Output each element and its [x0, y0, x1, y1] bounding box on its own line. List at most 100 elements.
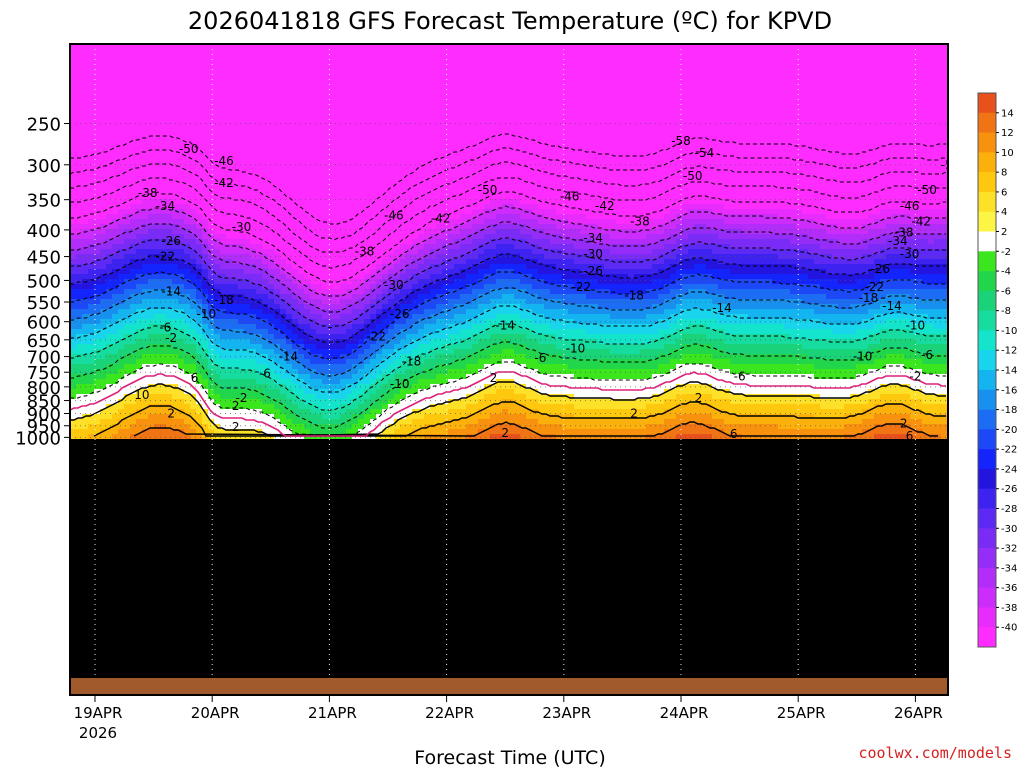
contour-label: -18	[859, 291, 879, 305]
x-tick-label: 21APR	[308, 704, 357, 722]
contour-label: 6	[906, 429, 914, 443]
contour-label: -46	[384, 208, 404, 222]
colorbar-swatch	[978, 528, 996, 549]
colorbar-label: -4	[1001, 267, 1011, 278]
contour-label: -2	[236, 391, 248, 405]
contour-label: -34	[156, 199, 176, 213]
contour-label: -10	[853, 350, 873, 364]
colorbar-label: -2	[1001, 247, 1011, 258]
x-axis-title: Forecast Time (UTC)	[414, 747, 605, 768]
contour-label: -38	[630, 214, 650, 228]
chart-title: 2026041818 GFS Forecast Temperature (ºC)…	[188, 7, 832, 35]
colorbar-label: -12	[1001, 346, 1017, 357]
colorbar-swatch	[978, 409, 996, 430]
colorbar-label: -34	[1001, 563, 1017, 574]
colorbar-swatch	[978, 370, 996, 391]
contour-label: -26	[583, 264, 603, 278]
contour-label: 10	[134, 388, 149, 402]
contour-label: -6	[534, 351, 546, 365]
colorbar-label: -32	[1001, 544, 1017, 555]
contour-label: -26	[390, 307, 410, 321]
contour-label: -22	[156, 250, 176, 264]
contour-label: -14	[882, 299, 902, 313]
contour-label: -38	[138, 186, 158, 200]
colorbar-swatch	[978, 290, 996, 311]
contour-label: 2	[695, 391, 703, 405]
contour-label: -46	[900, 199, 920, 213]
colorbar-swatch	[978, 548, 996, 569]
x-tick-label: 22APR	[425, 704, 474, 722]
y-tick-label: 350	[27, 191, 61, 212]
contour-label: 6	[730, 427, 738, 441]
contour-label: 2	[167, 407, 175, 421]
ground-surface	[70, 678, 948, 695]
contour-label: -14	[495, 318, 515, 332]
x-axis: 19APR 20APR 21APR 22APR 23APR 24APR 25APR 26APR	[74, 695, 943, 722]
contour-label: -22	[366, 329, 386, 343]
colorbar-label: 10	[1001, 148, 1014, 159]
y-axis: 2503003504004505005506006507007508008509…	[15, 115, 70, 449]
colorbar-label: -20	[1001, 425, 1017, 436]
x-tick-label: 24APR	[660, 704, 709, 722]
colorbar-swatch	[978, 350, 996, 371]
contour-label: -26	[870, 262, 890, 276]
colorbar-swatch	[978, 172, 996, 193]
contour-label: -6	[921, 348, 933, 362]
colorbar-swatch	[978, 389, 996, 410]
colorbar-label: -40	[1001, 623, 1017, 634]
contour-label: -42	[595, 199, 615, 213]
colorbar-swatch	[978, 310, 996, 331]
contour-label: -50	[179, 142, 199, 156]
colorbar-swatch	[978, 271, 996, 292]
colorbar-label: -22	[1001, 445, 1017, 456]
y-tick-label: 900	[27, 405, 61, 426]
colorbar-label: -14	[1001, 366, 1017, 377]
x-year-label: 2026	[79, 724, 117, 742]
colorbar-swatch	[978, 231, 996, 252]
colorbar-swatch	[978, 152, 996, 173]
contour-label: -54	[695, 146, 715, 160]
plot-area: -50-46-42-38-34-30-26-22-14-18-10-6-2610…	[70, 44, 948, 695]
contour-label: -6	[259, 367, 271, 381]
colorbar-label: -36	[1001, 583, 1017, 594]
contour-label: -30	[384, 278, 404, 292]
colorbar: 14 12 10 8 6 4 2 -2 -4 -6 -8 -10 -12 -14 -16 -18 -20 -22 -…	[977, 92, 1017, 648]
colorbar-swatch	[978, 567, 996, 588]
contour-label: -38	[894, 226, 914, 240]
y-tick-label: 850	[27, 392, 61, 413]
colorbar-swatch	[978, 488, 996, 509]
contour-label: -50	[917, 183, 937, 197]
y-tick-label: 500	[27, 271, 61, 292]
y-tick-label: 750	[27, 363, 61, 384]
contour-label: -14	[712, 301, 732, 315]
colorbar-label: -8	[1001, 306, 1011, 317]
contour-label: -42	[214, 176, 234, 190]
x-tick-label: 20APR	[191, 704, 240, 722]
contour-label: -2	[165, 331, 177, 345]
contour-label: -50	[683, 169, 703, 183]
contour-label: -10	[566, 341, 586, 355]
contour-label: 2	[630, 407, 638, 421]
contour-label: -42	[431, 211, 451, 225]
contour-label: -30	[232, 220, 252, 234]
colorbar-label: -18	[1001, 405, 1017, 416]
colorbar-label: 14	[1001, 108, 1014, 119]
contour-label: 2	[900, 416, 908, 430]
colorbar-label: 2	[1001, 227, 1007, 238]
x-tick-label: 19APR	[74, 704, 123, 722]
contour-label: -22	[572, 280, 592, 294]
contour-label: -38	[355, 244, 375, 258]
contour-label: -6	[159, 320, 171, 334]
colorbar-label: -28	[1001, 504, 1017, 515]
y-tick-label: 800	[27, 378, 61, 399]
y-tick-label: 400	[27, 221, 61, 242]
colorbar-label: 8	[1001, 168, 1007, 179]
colorbar-label: -6	[1001, 286, 1011, 297]
y-tick-label: 950	[27, 417, 61, 438]
contour-label: -30	[900, 247, 920, 261]
contour-label: -30	[583, 247, 603, 261]
colorbar-swatch	[978, 132, 996, 153]
contour-label: 6	[191, 371, 199, 385]
colorbar-swatch	[978, 429, 996, 450]
colorbar-label: -10	[1001, 326, 1017, 337]
